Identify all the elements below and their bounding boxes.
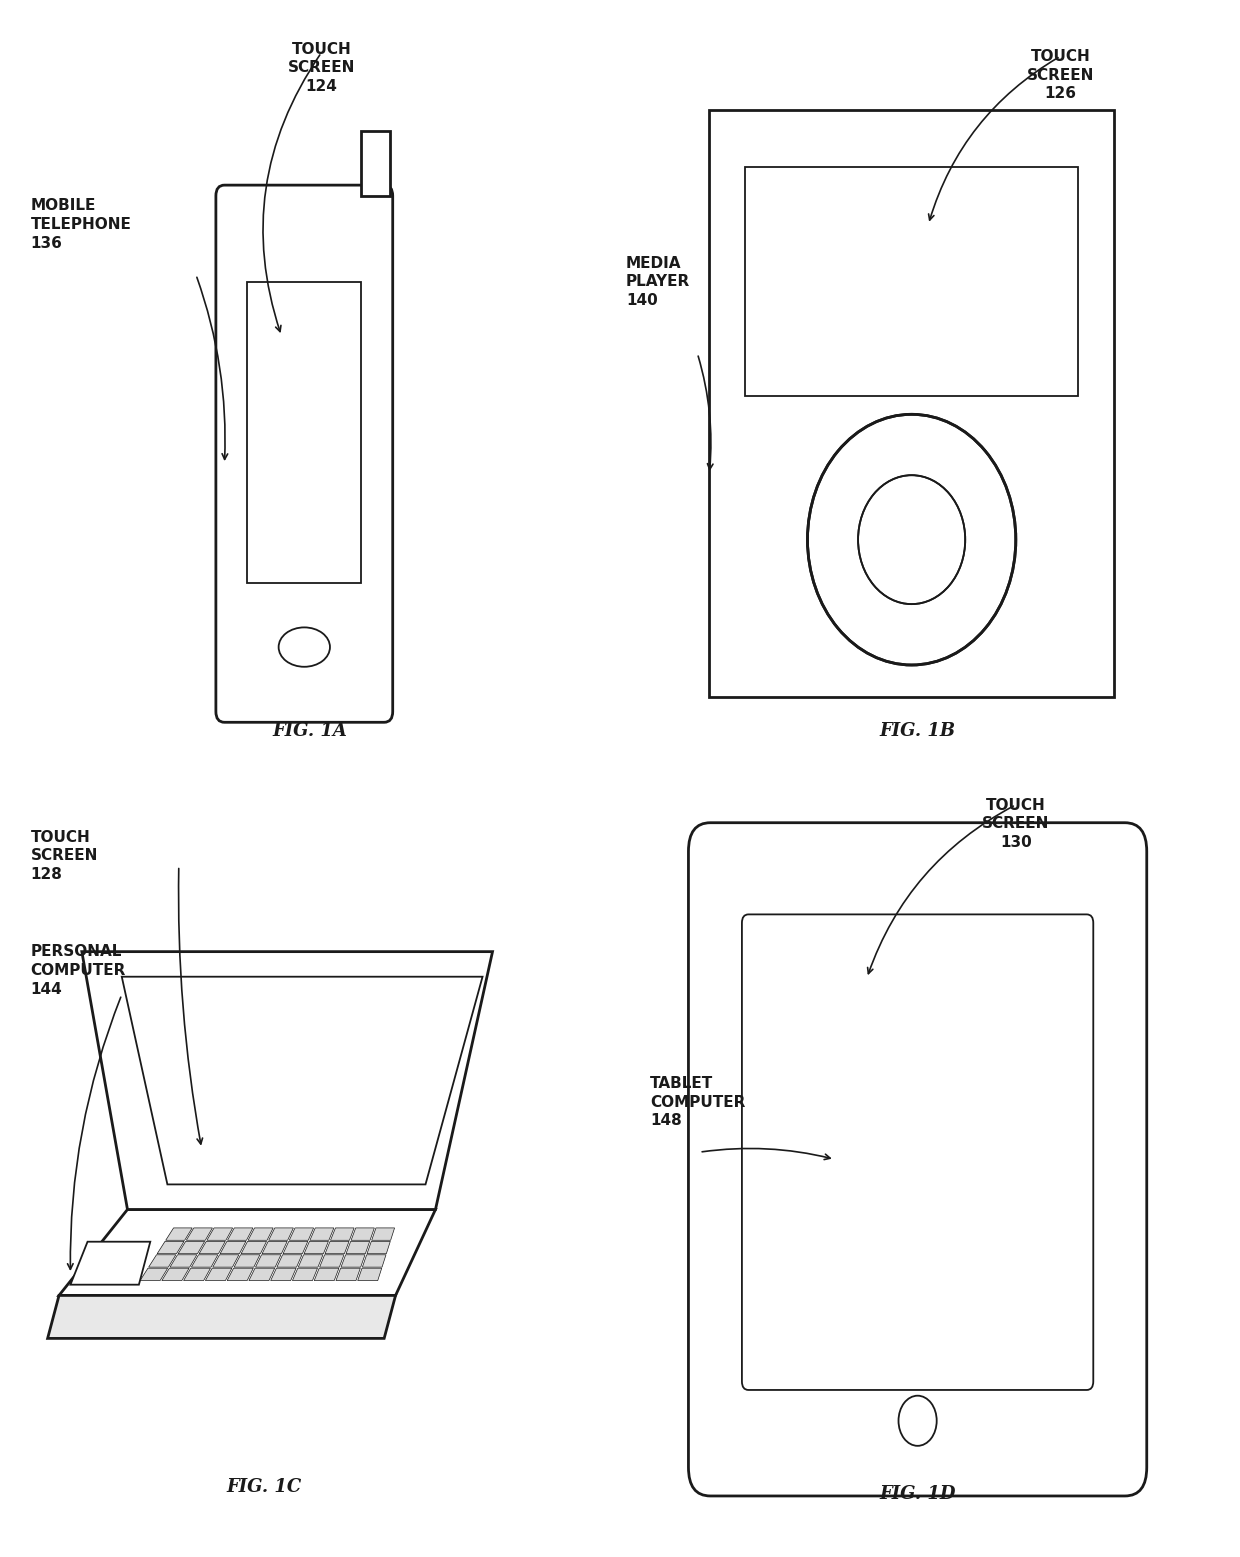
Polygon shape — [149, 1255, 176, 1267]
Polygon shape — [82, 951, 492, 1210]
Polygon shape — [289, 1228, 314, 1241]
Polygon shape — [191, 1255, 218, 1267]
Text: PERSONAL
COMPUTER
144: PERSONAL COMPUTER 144 — [31, 945, 126, 996]
Polygon shape — [331, 1228, 355, 1241]
Polygon shape — [314, 1269, 339, 1280]
Polygon shape — [206, 1269, 232, 1280]
FancyBboxPatch shape — [216, 185, 393, 722]
Polygon shape — [122, 976, 482, 1185]
Polygon shape — [162, 1269, 188, 1280]
Polygon shape — [277, 1255, 301, 1267]
Polygon shape — [304, 1241, 329, 1253]
Polygon shape — [184, 1269, 211, 1280]
Text: FIG. 1B: FIG. 1B — [879, 722, 956, 740]
Text: FIG. 1A: FIG. 1A — [273, 722, 347, 740]
Text: MEDIA
PLAYER
140: MEDIA PLAYER 140 — [626, 255, 691, 308]
Polygon shape — [270, 1269, 296, 1280]
Polygon shape — [362, 1255, 386, 1267]
Polygon shape — [293, 1269, 317, 1280]
Polygon shape — [336, 1269, 361, 1280]
Polygon shape — [299, 1255, 322, 1267]
Ellipse shape — [279, 627, 330, 666]
Polygon shape — [283, 1241, 308, 1253]
Bar — [709, 111, 1114, 698]
Polygon shape — [170, 1255, 197, 1267]
Polygon shape — [207, 1228, 233, 1241]
Polygon shape — [262, 1241, 288, 1253]
Polygon shape — [227, 1228, 253, 1241]
Polygon shape — [241, 1241, 267, 1253]
Polygon shape — [249, 1269, 275, 1280]
Bar — [745, 167, 1079, 397]
Polygon shape — [320, 1255, 343, 1267]
Polygon shape — [234, 1255, 260, 1267]
Polygon shape — [179, 1241, 205, 1253]
Polygon shape — [157, 1241, 184, 1253]
Polygon shape — [351, 1228, 374, 1241]
Text: TOUCH
SCREEN
126: TOUCH SCREEN 126 — [1027, 50, 1094, 101]
Text: TOUCH
SCREEN
130: TOUCH SCREEN 130 — [982, 797, 1049, 850]
Text: TABLET
COMPUTER
148: TABLET COMPUTER 148 — [650, 1076, 745, 1129]
Polygon shape — [346, 1241, 370, 1253]
Polygon shape — [227, 1269, 253, 1280]
Circle shape — [899, 1395, 936, 1446]
Polygon shape — [47, 1295, 396, 1339]
Circle shape — [807, 414, 1016, 665]
Polygon shape — [140, 1269, 167, 1280]
Circle shape — [858, 475, 965, 604]
Polygon shape — [325, 1241, 348, 1253]
Text: MOBILE
TELEPHONE
136: MOBILE TELEPHONE 136 — [31, 198, 131, 251]
Text: TOUCH
SCREEN
128: TOUCH SCREEN 128 — [31, 830, 98, 883]
Polygon shape — [372, 1228, 394, 1241]
Polygon shape — [60, 1210, 435, 1295]
Polygon shape — [166, 1228, 192, 1241]
Polygon shape — [200, 1241, 226, 1253]
Polygon shape — [367, 1241, 391, 1253]
Polygon shape — [248, 1228, 273, 1241]
FancyBboxPatch shape — [688, 822, 1147, 1496]
Polygon shape — [310, 1228, 334, 1241]
Text: FIG. 1C: FIG. 1C — [227, 1478, 303, 1496]
Text: FIG. 1D: FIG. 1D — [879, 1485, 956, 1503]
Polygon shape — [213, 1255, 239, 1267]
Polygon shape — [269, 1228, 294, 1241]
Polygon shape — [255, 1255, 281, 1267]
FancyBboxPatch shape — [742, 914, 1094, 1390]
Polygon shape — [186, 1228, 212, 1241]
Polygon shape — [341, 1255, 365, 1267]
Polygon shape — [221, 1241, 246, 1253]
Bar — [361, 131, 389, 196]
Bar — [247, 282, 361, 582]
Polygon shape — [357, 1269, 382, 1280]
Polygon shape — [71, 1242, 150, 1285]
Text: TOUCH
SCREEN
124: TOUCH SCREEN 124 — [288, 42, 355, 93]
